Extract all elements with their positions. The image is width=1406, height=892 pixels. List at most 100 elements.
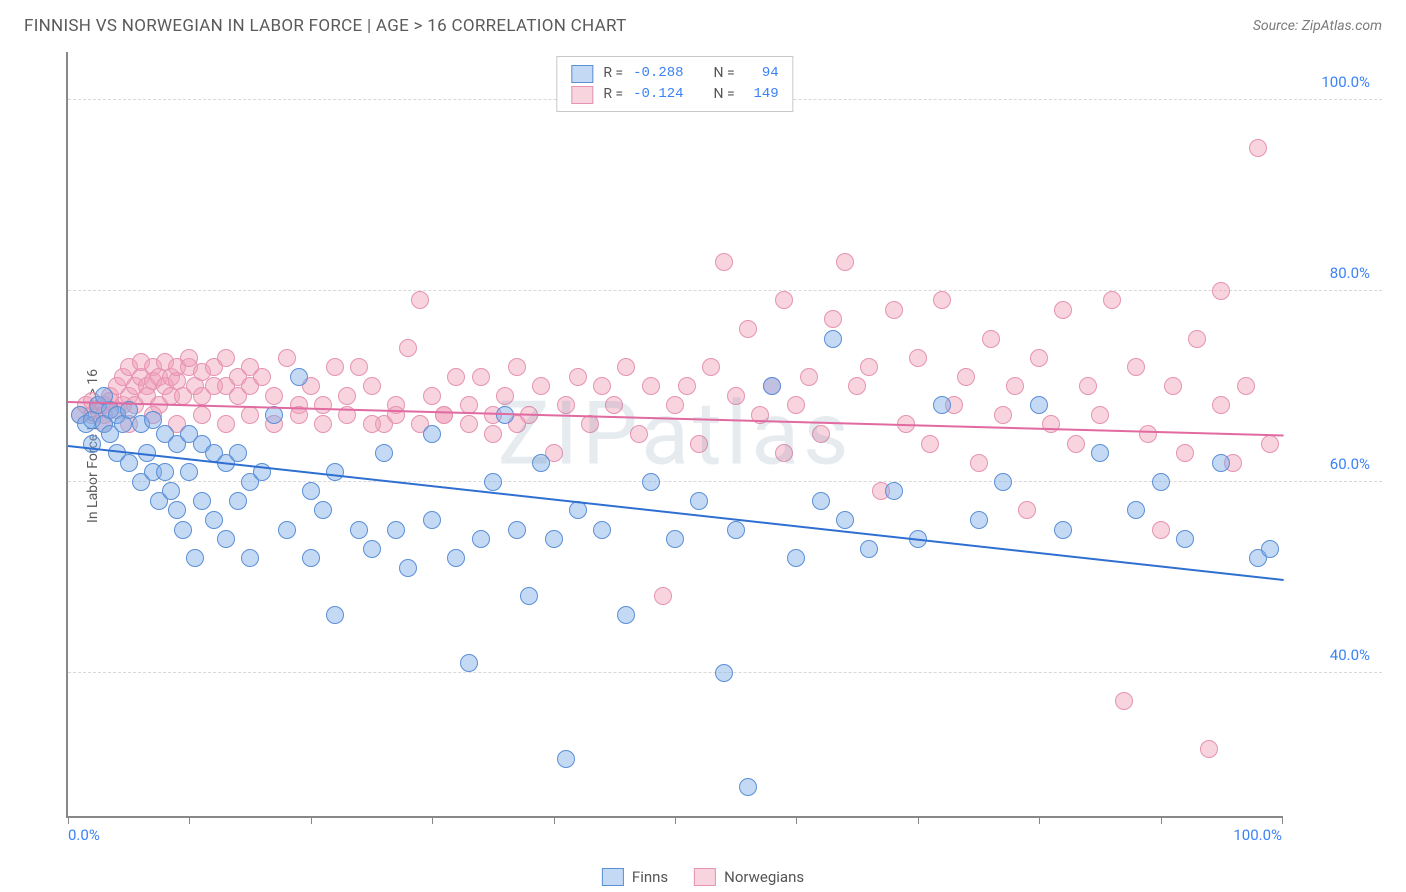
source-attribution: Source: ZipAtlas.com xyxy=(1253,18,1382,34)
scatter-point xyxy=(909,349,927,367)
scatter-point xyxy=(836,511,854,529)
scatter-point xyxy=(363,415,381,433)
scatter-point xyxy=(1176,530,1194,548)
x-tick xyxy=(796,816,797,824)
scatter-point xyxy=(363,540,381,558)
scatter-point xyxy=(545,530,563,548)
scatter-point xyxy=(812,425,830,443)
scatter-point xyxy=(350,521,368,539)
x-tick-label: 100.0% xyxy=(1233,826,1282,844)
scatter-point xyxy=(532,454,550,472)
scatter-point xyxy=(229,492,247,510)
scatter-point xyxy=(921,435,939,453)
scatter-point xyxy=(447,549,465,567)
scatter-point xyxy=(569,368,587,386)
scatter-point xyxy=(1164,377,1182,395)
scatter-point xyxy=(666,396,684,414)
scatter-point xyxy=(933,291,951,309)
scatter-point xyxy=(241,406,259,424)
scatter-point xyxy=(278,349,296,367)
scatter-point xyxy=(715,253,733,271)
scatter-point xyxy=(800,368,818,386)
gridline xyxy=(68,290,1382,291)
scatter-point xyxy=(326,606,344,624)
scatter-point xyxy=(812,492,830,510)
scatter-point xyxy=(642,473,660,491)
scatter-point xyxy=(302,549,320,567)
scatter-point xyxy=(423,387,441,405)
scatter-point xyxy=(739,320,757,338)
scatter-point xyxy=(302,482,320,500)
scatter-point xyxy=(193,492,211,510)
scatter-point xyxy=(253,368,271,386)
scatter-point xyxy=(605,396,623,414)
x-tick xyxy=(1282,816,1283,824)
scatter-point xyxy=(520,587,538,605)
scatter-point xyxy=(193,406,211,424)
y-tick-label: 60.0% xyxy=(1330,455,1370,473)
scatter-point xyxy=(326,463,344,481)
scatter-point xyxy=(824,310,842,328)
scatter-point xyxy=(1127,358,1145,376)
scatter-point xyxy=(278,521,296,539)
legend-row-norwegians: R = -0.124 N = 149 xyxy=(571,84,778,105)
scatter-point xyxy=(205,511,223,529)
scatter-point xyxy=(727,521,745,539)
scatter-point xyxy=(860,540,878,558)
scatter-point xyxy=(836,253,854,271)
scatter-point xyxy=(217,415,235,433)
scatter-point xyxy=(690,492,708,510)
scatter-point xyxy=(739,778,757,796)
scatter-point xyxy=(727,387,745,405)
scatter-point xyxy=(654,587,672,605)
plot-area: ZIPatlas R = -0.288 N = 94 R = -0.124 N … xyxy=(66,52,1282,818)
scatter-point xyxy=(885,301,903,319)
legend-item-norwegians: Norwegians xyxy=(694,868,804,886)
scatter-point xyxy=(460,415,478,433)
scatter-point xyxy=(290,368,308,386)
scatter-point xyxy=(314,501,332,519)
scatter-point xyxy=(399,559,417,577)
scatter-point xyxy=(617,358,635,376)
scatter-point xyxy=(162,482,180,500)
chart-container: In Labor Force | Age > 16 ZIPatlas R = -… xyxy=(48,52,1382,840)
scatter-point xyxy=(569,501,587,519)
scatter-point xyxy=(265,387,283,405)
legend-correlation-box: R = -0.288 N = 94 R = -0.124 N = 149 xyxy=(556,56,793,112)
scatter-point xyxy=(860,358,878,376)
scatter-point xyxy=(1237,377,1255,395)
scatter-point xyxy=(314,396,332,414)
scatter-point xyxy=(1212,396,1230,414)
scatter-point xyxy=(775,291,793,309)
swatch-norwegians-icon xyxy=(694,868,716,886)
scatter-point xyxy=(1091,444,1109,462)
x-tick xyxy=(311,816,312,824)
scatter-point xyxy=(217,530,235,548)
y-tick-label: 40.0% xyxy=(1330,646,1370,664)
scatter-point xyxy=(1152,473,1170,491)
scatter-point xyxy=(326,358,344,376)
scatter-point xyxy=(933,396,951,414)
scatter-point xyxy=(824,330,842,348)
scatter-point xyxy=(241,549,259,567)
scatter-point xyxy=(1212,282,1230,300)
scatter-point xyxy=(423,511,441,529)
swatch-norwegians xyxy=(571,86,593,104)
scatter-point xyxy=(229,444,247,462)
scatter-point xyxy=(970,511,988,529)
scatter-point xyxy=(1042,415,1060,433)
scatter-point xyxy=(787,549,805,567)
scatter-point xyxy=(120,454,138,472)
scatter-point xyxy=(1018,501,1036,519)
scatter-point xyxy=(1152,521,1170,539)
scatter-point xyxy=(1261,540,1279,558)
scatter-point xyxy=(496,387,514,405)
scatter-point xyxy=(617,606,635,624)
scatter-point xyxy=(1030,349,1048,367)
scatter-point xyxy=(472,530,490,548)
scatter-point xyxy=(508,521,526,539)
scatter-point xyxy=(970,454,988,472)
scatter-point xyxy=(484,473,502,491)
legend-row-finns: R = -0.288 N = 94 xyxy=(571,63,778,84)
x-tick xyxy=(1039,816,1040,824)
